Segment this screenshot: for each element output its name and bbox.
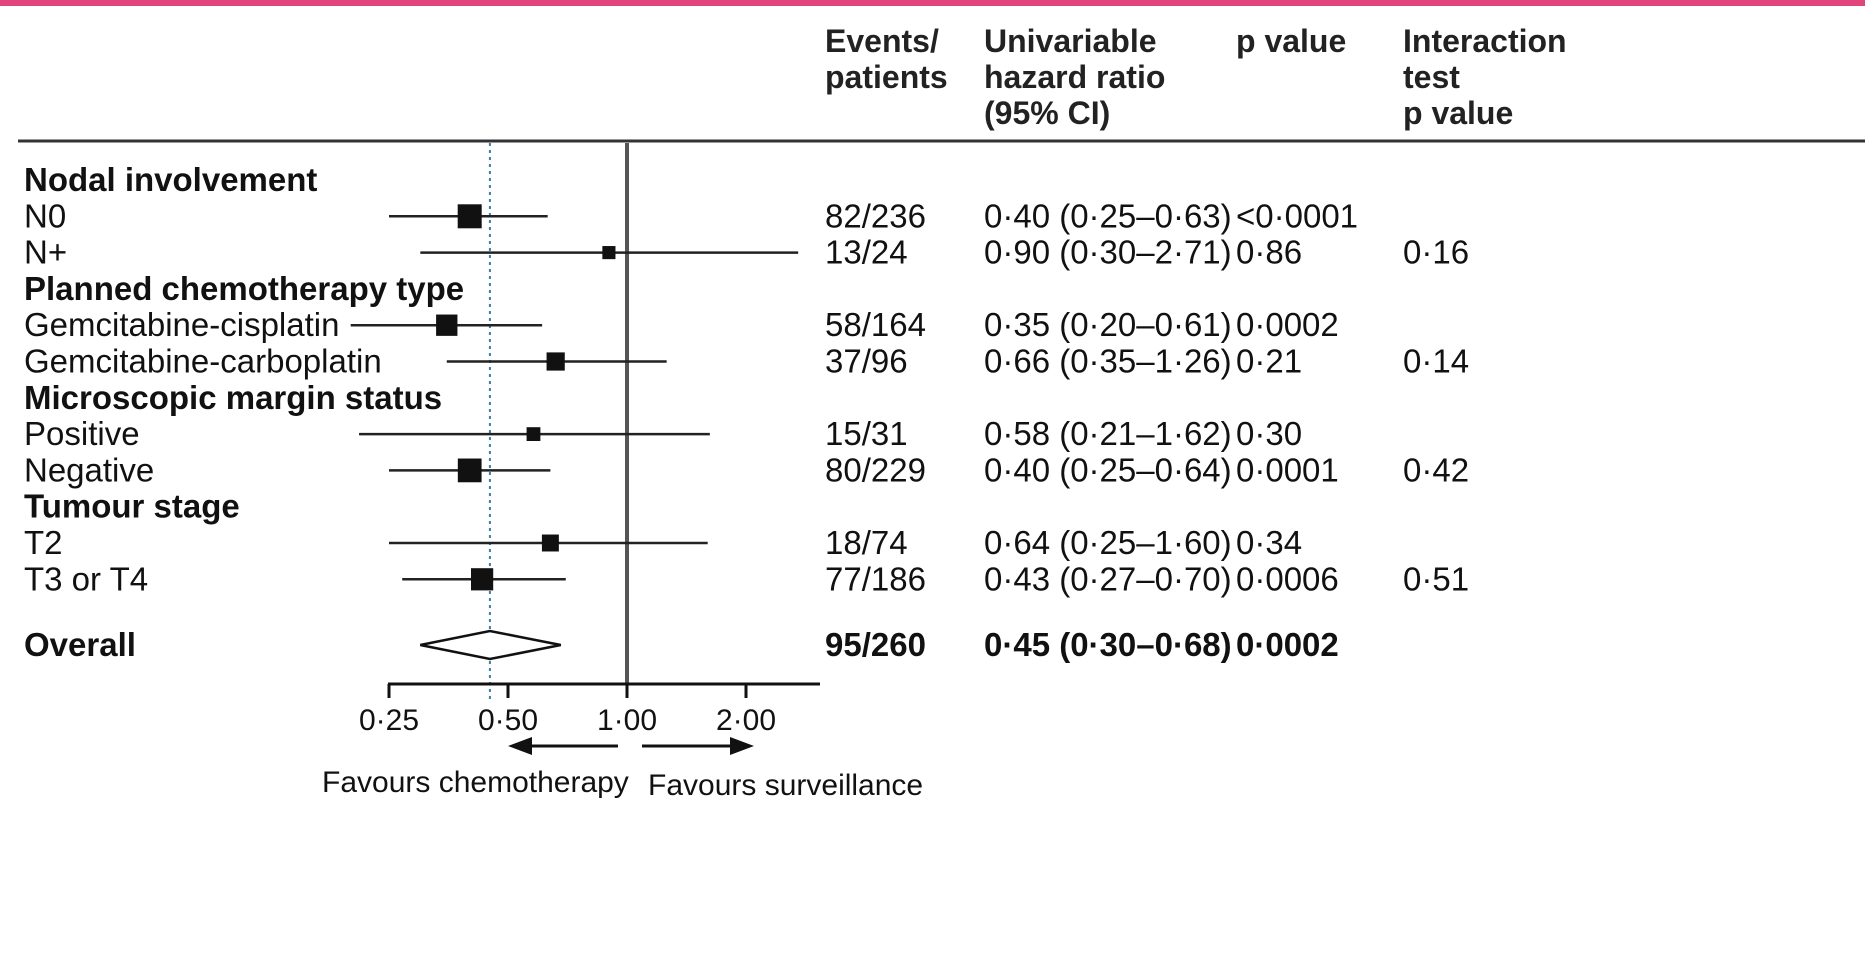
hazard-ratio-cell: 0·90 (0·30–2·71) <box>984 234 1232 271</box>
events-cell: 13/24 <box>825 234 908 271</box>
header-p-value-line: p value <box>1236 23 1346 59</box>
group-label: Nodal involvement <box>24 161 317 198</box>
row-label: Positive <box>24 415 140 452</box>
row-label: Gemcitabine-carboplatin <box>24 343 382 380</box>
p-value-cell: 0·0006 <box>1236 560 1339 597</box>
hazard-ratio-cell: 0·43 (0·27–0·70) <box>984 560 1232 597</box>
header-events-line: Events/ <box>825 23 939 59</box>
overall-label: Overall <box>24 626 136 663</box>
p-value-cell: 0·34 <box>1236 524 1302 561</box>
favours-chemotherapy-label: Favours chemotherapy <box>322 766 629 799</box>
x-tick-label: 0·25 <box>359 704 419 737</box>
p-value-cell: <0·0001 <box>1236 197 1358 234</box>
overall-diamond <box>420 629 562 661</box>
p-value-cell: 0·21 <box>1236 343 1302 380</box>
row-label: N0 <box>24 197 66 234</box>
x-tick-label: 0·50 <box>478 704 538 737</box>
group-label: Tumour stage <box>24 488 240 525</box>
events-cell: 95/260 <box>825 626 926 663</box>
interaction-p-cell: 0·42 <box>1403 451 1469 488</box>
events-cell: 58/164 <box>825 306 926 343</box>
p-value-cell: 0·0002 <box>1236 306 1339 343</box>
hazard-ratio-cell: 0·45 (0·30–0·68) <box>984 626 1232 663</box>
point-estimate-square <box>471 568 494 591</box>
header-hazard-ratio-line: (95% CI) <box>984 95 1110 131</box>
top-rule <box>0 0 1865 6</box>
point-estimate-square <box>546 352 565 371</box>
header-events-line: patients <box>825 59 948 95</box>
header-hazard-ratio-line: hazard ratio <box>984 59 1165 95</box>
p-value-cell: 0·30 <box>1236 415 1302 452</box>
p-value-cell: 0·0001 <box>1236 451 1339 488</box>
events-cell: 37/96 <box>825 343 908 380</box>
hazard-ratio-cell: 0·66 (0·35–1·26) <box>984 343 1232 380</box>
row-label: N+ <box>24 234 67 271</box>
hazard-ratio-cell: 0·35 (0·20–0·61) <box>984 306 1232 343</box>
group-label: Planned chemotherapy type <box>24 270 464 307</box>
row-label: Negative <box>24 451 154 488</box>
row-label: T2 <box>24 524 63 561</box>
point-estimate-square <box>602 246 616 260</box>
interaction-p-cell: 0·14 <box>1403 343 1469 380</box>
point-estimate-square <box>526 427 541 441</box>
events-cell: 15/31 <box>825 415 908 452</box>
hazard-ratio-cell: 0·58 (0·21–1·62) <box>984 415 1232 452</box>
point-estimate-square <box>457 204 482 229</box>
point-estimate-square <box>457 458 482 483</box>
group-label: Microscopic margin status <box>24 379 442 416</box>
right-arrow-head <box>730 737 754 755</box>
hazard-ratio-cell: 0·40 (0·25–0·63) <box>984 197 1232 234</box>
favours-surveillance-label: Favours surveillance <box>648 769 923 802</box>
left-arrow-head <box>508 737 532 755</box>
p-value-cell: 0·0002 <box>1236 626 1339 663</box>
events-cell: 80/229 <box>825 451 926 488</box>
hazard-ratio-cell: 0·40 (0·25–0·64) <box>984 451 1232 488</box>
interaction-p-cell: 0·16 <box>1403 234 1469 271</box>
header-hazard-ratio-line: Univariable <box>984 23 1157 59</box>
hazard-ratio-cell: 0·64 (0·25–1·60) <box>984 524 1232 561</box>
x-tick-label: 2·00 <box>716 704 776 737</box>
row-label: Gemcitabine-cisplatin <box>24 306 339 343</box>
header-interaction-line: test <box>1403 59 1460 95</box>
interaction-p-cell: 0·51 <box>1403 560 1469 597</box>
events-cell: 77/186 <box>825 560 926 597</box>
point-estimate-square <box>541 534 559 552</box>
x-tick-label: 1·00 <box>597 704 657 737</box>
row-label: T3 or T4 <box>24 560 148 597</box>
events-cell: 18/74 <box>825 524 908 561</box>
p-value-cell: 0·86 <box>1236 234 1302 271</box>
events-cell: 82/236 <box>825 197 926 234</box>
point-estimate-square <box>436 314 458 336</box>
header-interaction-line: Interaction <box>1403 23 1567 59</box>
header-interaction-line: p value <box>1403 95 1513 131</box>
